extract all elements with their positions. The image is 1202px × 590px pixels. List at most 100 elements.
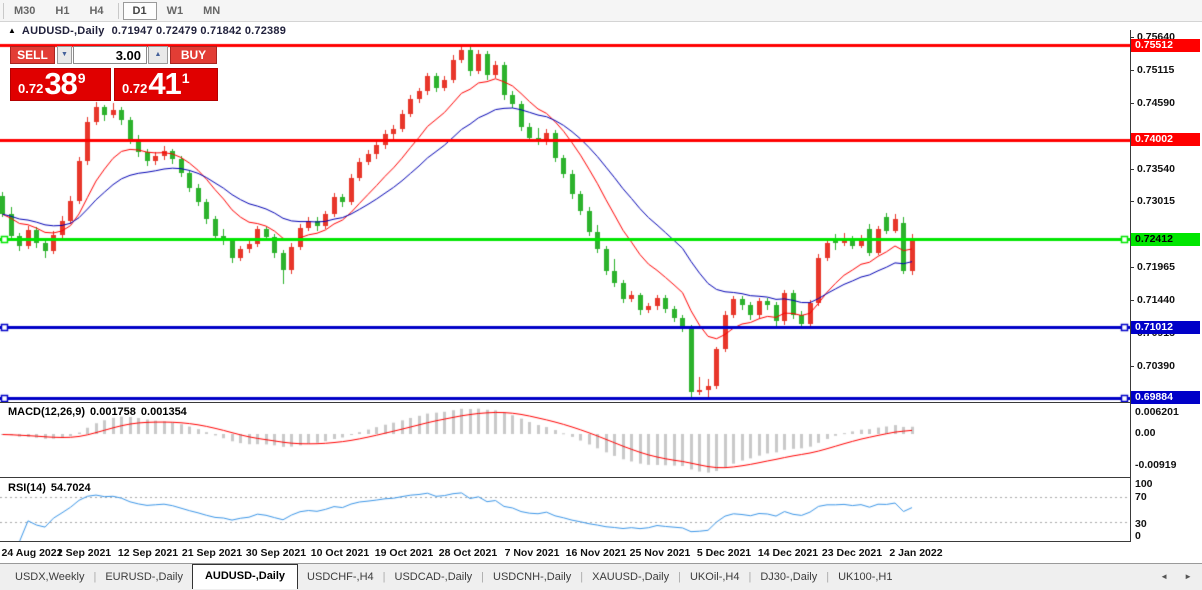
price-level-label: 0.72412 [1131,232,1200,246]
date-tick-label: 10 Oct 2021 [310,547,370,559]
macd-indicator-canvas[interactable] [0,403,1130,477]
buy-button[interactable]: BUY [170,46,217,64]
chart-tab-xauusd-daily[interactable]: XAUUSD-,Daily [592,571,670,583]
price-tick-label: 0.75115 [1137,63,1175,76]
ask-price-pip: 1 [181,70,190,86]
chart-symbol-title: AUDUSD-,Daily [21,24,105,37]
tab-scroll-right-icon[interactable]: ► [1184,572,1192,581]
volume-input[interactable] [73,46,147,64]
tab-scroll-arrows: ◄ ► [1160,572,1192,581]
chevron-down-icon: ▼ [61,51,68,58]
macd-label: MACD(12,26,9) 0.001758 0.001354 [8,406,192,418]
date-tick-label: 16 Nov 2021 [565,547,627,559]
time-axis[interactable]: 24 Aug 2021 2 Sep 2021 12 Sep 2021 21 Sep 2… [0,545,1130,562]
volume-decrease-button[interactable]: ▼ [57,46,72,64]
price-tick-label: 0.71965 [1137,261,1175,274]
price-axis-border [1130,30,1131,542]
date-tick-label: 14 Dec 2021 [757,547,819,559]
rsi-name: RSI(14) [8,482,46,494]
price-tick-mark [1131,102,1134,104]
bid-price-prefix: 0.72 [18,81,44,96]
price-tick-mark [1131,333,1134,335]
macd-axis-label: 0.006201 [1135,406,1179,418]
tab-separator: | [382,571,386,583]
price-level-label: 0.69884 [1131,391,1200,405]
symbol-collapse-icon: ▲ [8,26,16,35]
toolbar-left-divider [3,2,4,19]
chevron-up-icon: ▲ [154,51,162,58]
chart-tab-uk100-h1[interactable]: UK100-,H1 [838,571,893,583]
macd-axis-label: -0.00919 [1135,459,1177,471]
date-tick-label: 23 Dec 2021 [821,547,883,559]
chart-tab-usdx-weekly[interactable]: USDX,Weekly [15,571,85,583]
ask-price-prefix: 0.72 [122,81,148,96]
price-axis[interactable]: 0.75640 0.75115 0.74590 0.73540 0.73015 0.719… [1131,22,1202,563]
bid-price-pip: 9 [77,70,86,86]
price-level-label: 0.74002 [1131,133,1200,147]
bid-price-main: 38 [44,66,77,101]
price-level-label: 0.75512 [1131,38,1200,52]
rsi-axis-label: 30 [1135,518,1147,530]
chart-tab-usdcad-daily[interactable]: USDCAD-,Daily [394,571,473,583]
rsi-indicator-canvas[interactable] [0,479,1130,541]
chart-ohlc-values: 0.71947 0.72479 0.71842 0.72389 [111,24,287,37]
tab-separator: | [678,571,681,583]
date-tick-label: 12 Sep 2021 [117,547,179,559]
price-tick-mark [1131,300,1134,302]
price-tick-label: 0.74590 [1137,96,1175,109]
chart-tab-usdchf-h4[interactable]: USDCHF-,H4 [307,571,374,583]
date-tick-label: 7 Nov 2021 [504,547,560,559]
price-tick-mark [1131,36,1134,38]
chart-tab-bar: USDX,Weekly | EURUSD-,Daily AUDUSD-,Daily US… [0,563,1202,590]
date-tick-label: 30 Sep 2021 [245,547,307,559]
volume-increase-button[interactable]: ▲ [148,46,168,64]
tab-separator: | [93,571,97,583]
chart-header: ▲ AUDUSD-,Daily 0.71947 0.72479 0.71842 … [0,23,1130,38]
price-tick-mark [1131,69,1134,71]
date-tick-label: 25 Nov 2021 [629,547,691,559]
timeframe-button-w1[interactable]: W1 [166,5,184,17]
price-tick-mark [1131,201,1134,203]
price-tick-label: 0.70390 [1137,359,1175,372]
date-tick-label: 2 Jan 2022 [889,547,943,559]
timeframe-buttons: M30 H1 H4 D1 W1 MN [4,1,230,20]
rsi-axis-label: 100 [1135,478,1153,490]
chart-tab-dj30-daily[interactable]: DJ30-,Daily [760,571,818,583]
price-tick-label: 0.71440 [1137,294,1175,307]
timeframe-button-h1[interactable]: H1 [55,5,70,17]
toolbar-divider [117,2,119,19]
date-tick-label: 24 Aug 2021 [1,547,63,559]
panel-separator[interactable] [0,541,1130,542]
chart-tab-eurusd-daily[interactable]: EURUSD-,Daily [105,571,183,583]
tab-separator: | [826,571,830,583]
bid-price-box[interactable]: 0.72 38 9 [10,68,111,101]
tab-separator: | [748,571,752,583]
date-tick-label: 5 Dec 2021 [696,547,752,559]
timeframe-button-h4[interactable]: H4 [89,5,104,17]
panel-separator[interactable] [0,477,1130,478]
ask-price-box[interactable]: 0.72 41 1 [114,68,218,101]
price-tick-mark [1131,365,1134,367]
panel-separator[interactable] [0,402,1130,403]
date-tick-label: 2 Sep 2021 [56,547,112,559]
chart-tab-ukoil-h4[interactable]: UKOil-,H4 [689,571,740,583]
rsi-label: RSI(14) 54.7024 [8,482,96,494]
chart-tab-usdcnh-daily[interactable]: USDCNH-,Daily [493,571,572,583]
sell-button[interactable]: SELL [10,46,55,64]
timeframe-button-m30[interactable]: M30 [14,5,36,17]
price-level-label: 0.71012 [1131,320,1200,334]
rsi-axis-label: 70 [1135,491,1147,503]
one-click-trading-panel: SELL ▼ ▲ BUY 0.72 38 9 0.72 41 1 [10,46,218,101]
timeframe-button-d1[interactable]: D1 [122,2,157,20]
price-tick-mark [1131,168,1134,170]
chart-tab-audusd-daily[interactable]: AUDUSD-,Daily [191,563,299,589]
macd-main-value: 0.001758 [90,406,136,418]
tab-separator: | [580,571,584,583]
timeframe-toolbar: M30 H1 H4 D1 W1 MN [0,0,1202,22]
tab-scroll-left-icon[interactable]: ◄ [1160,572,1169,581]
ask-price-main: 41 [148,66,181,101]
price-tick-label: 0.73540 [1137,162,1175,175]
timeframe-button-mn[interactable]: MN [203,5,221,17]
date-tick-label: 21 Sep 2021 [181,547,243,559]
